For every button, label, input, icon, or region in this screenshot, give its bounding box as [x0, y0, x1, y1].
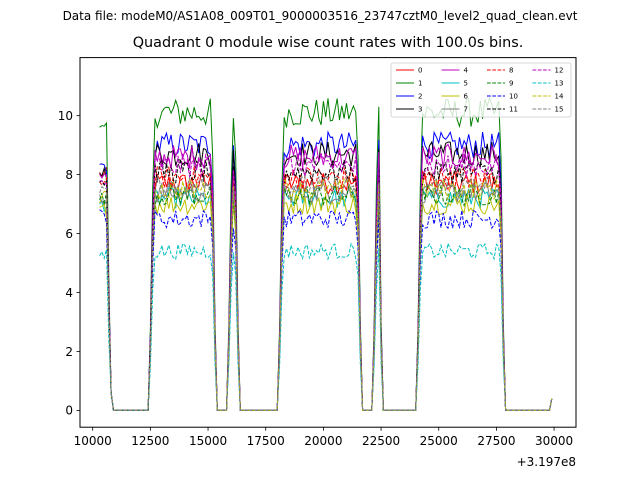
- legend-label-12: 12: [555, 67, 564, 75]
- y-tick-label: 2: [65, 345, 73, 359]
- chart-title: Quadrant 0 module wise count rates with …: [132, 35, 524, 51]
- series-line-11: [99, 158, 553, 411]
- legend-label-3: 3: [418, 106, 422, 114]
- legend-box: [390, 62, 572, 118]
- x-tick-label: 22500: [362, 434, 400, 448]
- legend-label-6: 6: [464, 93, 469, 101]
- x-tick-label: 27500: [477, 434, 515, 448]
- y-tick-label: 6: [65, 227, 73, 241]
- legend-label-8: 8: [509, 67, 513, 75]
- figure-suptitle: Data file: modeM0/AS1A08_009T01_90000035…: [62, 9, 578, 23]
- legend-label-15: 15: [555, 106, 564, 114]
- series-line-5: [99, 186, 553, 411]
- series-layer: [99, 96, 553, 411]
- series-line-14: [99, 177, 553, 411]
- x-tick-label: 15000: [189, 434, 227, 448]
- series-line-1: [99, 96, 553, 411]
- series-line-15: [99, 174, 553, 411]
- legend-label-10: 10: [509, 93, 518, 101]
- y-tick-label: 8: [65, 168, 73, 182]
- series-line-7: [99, 179, 553, 411]
- legend-label-1: 1: [418, 80, 422, 88]
- legend-label-2: 2: [418, 93, 422, 101]
- x-tick-label: 10000: [74, 434, 112, 448]
- legend-label-0: 0: [418, 67, 422, 75]
- legend-label-13: 13: [555, 80, 564, 88]
- x-offset-label: +3.197e8: [517, 455, 576, 469]
- series-line-4: [99, 143, 553, 411]
- legend-label-9: 9: [509, 80, 513, 88]
- y-tick-label: 4: [65, 286, 73, 300]
- legend-label-11: 11: [509, 106, 518, 114]
- legend-label-5: 5: [464, 80, 468, 88]
- x-tick-label: 20000: [304, 434, 342, 448]
- x-tick-label: 30000: [535, 434, 573, 448]
- series-line-0: [99, 167, 553, 411]
- series-line-8: [99, 166, 553, 411]
- series-line-12: [99, 152, 553, 411]
- x-tick-label: 12500: [131, 434, 169, 448]
- y-tick-label: 0: [65, 404, 73, 418]
- series-line-9: [99, 183, 553, 411]
- legend-label-4: 4: [464, 67, 469, 75]
- tick-layer: 10000 12500 15000 17500 20000 22500 25000 27500…: [58, 109, 573, 448]
- x-tick-label: 25000: [420, 434, 458, 448]
- series-line-10: [99, 209, 553, 411]
- series-line-6: [99, 194, 553, 411]
- series-line-13: [99, 241, 553, 411]
- legend-label-7: 7: [464, 106, 468, 114]
- x-tick-label: 17500: [247, 434, 285, 448]
- axes-frame: [79, 57, 577, 428]
- legend-label-14: 14: [555, 93, 564, 101]
- y-tick-label: 10: [58, 109, 73, 123]
